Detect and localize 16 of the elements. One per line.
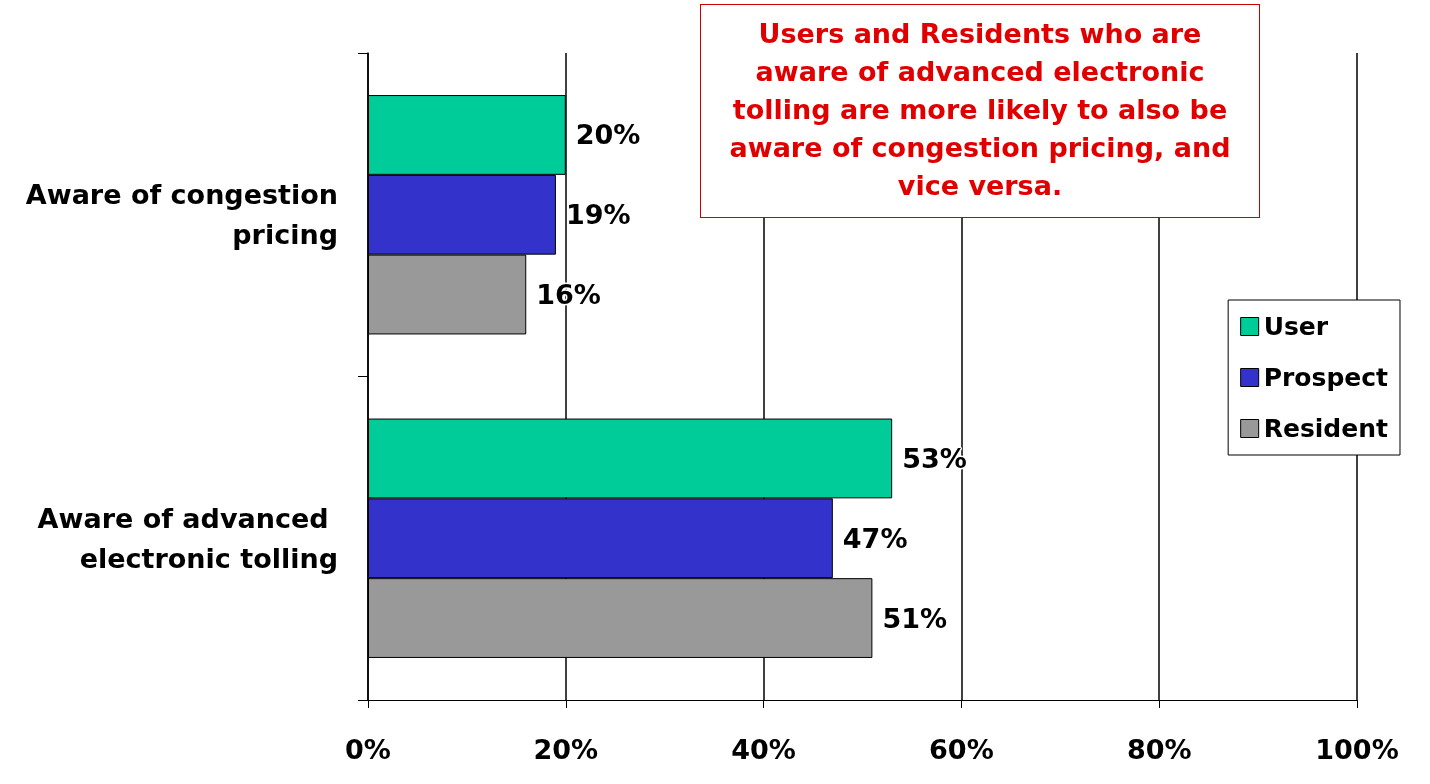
x-tick-label: 20% — [533, 734, 599, 765]
annotation: Users and Residents who are aware of advanced electronic tolling are more likely to also be aware of congestion pricing, and vice versa. — [700, 4, 1260, 218]
data-label: 51% — [882, 602, 948, 634]
x-tick-label: 80% — [1126, 734, 1192, 765]
x-tick-label: 0% — [345, 734, 391, 765]
x-tick-label: 100% — [1315, 734, 1399, 765]
legend-label: Resident — [1263, 414, 1388, 443]
data-label: 20% — [575, 119, 641, 151]
x-tick-label: 60% — [929, 734, 994, 765]
data-label: 47% — [842, 522, 908, 554]
y-tick-label: Aware of congestion pricing — [25, 179, 338, 251]
legend-label: Prospect — [1263, 363, 1389, 392]
y-tick-label: Aware of advanced electronic tolling — [37, 502, 338, 574]
legend-label: User — [1263, 312, 1329, 341]
x-tick-label: 40% — [731, 734, 796, 765]
data-label: 19% — [565, 199, 631, 231]
